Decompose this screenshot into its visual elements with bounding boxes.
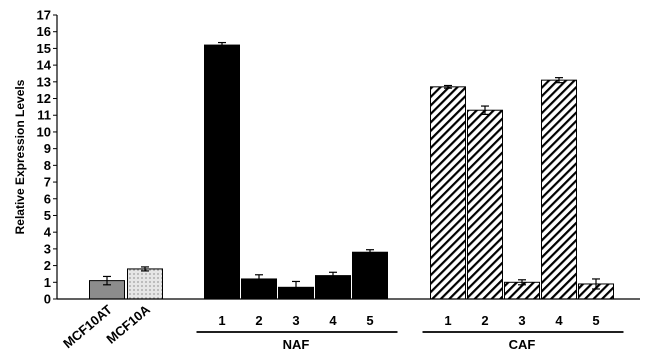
x-tick-label-7: 5 — [366, 313, 373, 328]
y-tick-label: 1 — [44, 275, 51, 290]
group-label-caf: CAF — [509, 337, 536, 352]
x-tick-label-1: MCF10AT — [60, 302, 115, 351]
y-tick-label: 2 — [44, 258, 51, 273]
y-tick-label: 5 — [44, 208, 51, 223]
y-axis-title: Relative Expression Levels — [13, 79, 27, 234]
y-tick-label: 0 — [44, 292, 51, 307]
x-tick-label-6: 4 — [329, 313, 337, 328]
x-tick-label-8: 1 — [444, 313, 451, 328]
group-label-naf: NAF — [283, 337, 310, 352]
x-tick-label-4: 2 — [255, 313, 262, 328]
bar-9 — [467, 109, 503, 300]
y-tick-label: 7 — [44, 175, 51, 190]
bar-2 — [127, 268, 163, 300]
y-tick-label: 13 — [37, 74, 51, 89]
bar-7 — [352, 251, 388, 300]
y-tick-label: 10 — [37, 124, 51, 139]
x-tick-label-2: MCF10A — [103, 301, 153, 346]
y-tick-label: 8 — [44, 158, 51, 173]
y-tick-label: 3 — [44, 241, 51, 256]
x-tick-label-9: 2 — [481, 313, 488, 328]
x-tick-label-12: 5 — [592, 313, 599, 328]
y-tick-label: 15 — [37, 41, 51, 56]
y-tick-label: 11 — [37, 108, 51, 123]
y-tick-label: 16 — [37, 24, 51, 39]
x-tick-label-10: 3 — [518, 313, 525, 328]
x-tick-label-3: 1 — [218, 313, 225, 328]
x-tick-label-5: 3 — [292, 313, 299, 328]
group-brackets: NAF CAF — [196, 331, 624, 352]
bar-3 — [204, 44, 240, 300]
y-tick-label: 12 — [37, 91, 51, 106]
y-tick-label: 14 — [37, 58, 52, 73]
y-tick-label: 9 — [44, 141, 51, 156]
y-tick-label: 17 — [37, 8, 51, 23]
bar-8 — [430, 86, 466, 300]
y-tick-label: 6 — [44, 191, 51, 206]
y-tick-label: 4 — [44, 225, 52, 240]
bars — [89, 41, 614, 300]
x-tick-label-11: 4 — [555, 313, 563, 328]
bar-11 — [541, 79, 577, 300]
